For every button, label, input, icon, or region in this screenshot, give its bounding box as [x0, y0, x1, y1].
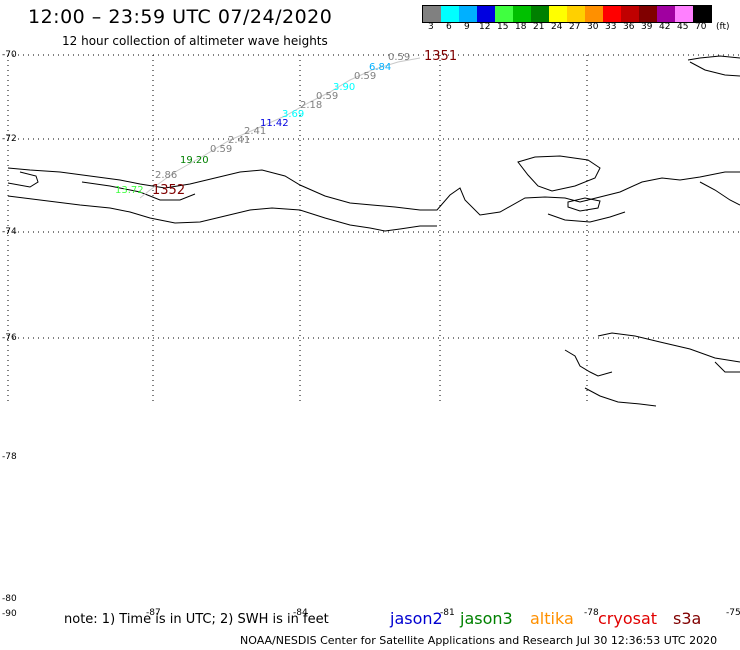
wave-height-value: 0.59 — [316, 91, 339, 102]
wave-height-value: 2.41 — [244, 126, 267, 137]
mission-s3a: s3a — [673, 609, 702, 628]
wave-height-value: 13.72 — [115, 185, 144, 196]
footer-note: note: 1) Time is in UTC; 2) SWH is in fe… — [64, 612, 329, 627]
legend-swatch — [441, 6, 459, 22]
legend-unit: (ft) — [716, 22, 730, 32]
legend-bin-label: 33 — [605, 22, 617, 32]
lon-label: -84 — [293, 608, 308, 618]
mission-jason3: jason3 — [460, 609, 513, 628]
legend-bin-label: 18 — [515, 22, 527, 32]
lon-label: -81 — [440, 608, 455, 618]
legend-bin-label: 6 — [446, 22, 452, 32]
graticule — [7, 54, 740, 405]
wave-height-value: 2.18 — [300, 100, 323, 111]
legend-swatch — [549, 6, 567, 22]
lon-label: -75 — [726, 608, 740, 618]
map-subtitle: 12 hour collection of altimeter wave hei… — [62, 34, 328, 48]
lon-label: -87 — [146, 608, 161, 618]
wave-height-value: 19.20 — [180, 155, 209, 166]
lat-label: -90 — [2, 609, 17, 619]
lat-label: -76 — [2, 333, 17, 343]
lat-label: -78 — [2, 452, 17, 462]
satellite-track — [139, 57, 421, 199]
legend-bin-label: 21 — [533, 22, 545, 32]
mission-jason2: jason2 — [390, 609, 443, 628]
legend-bin-label: 39 — [641, 22, 653, 32]
credit-line: NOAA/NESDIS Center for Satellite Applica… — [240, 634, 718, 647]
legend-bin-label: 36 — [623, 22, 635, 32]
lon-label: -78 — [584, 608, 599, 618]
legend-bin-label: 3 — [428, 22, 434, 32]
mission-altika: altika — [530, 609, 574, 628]
legend-bin-label: 30 — [587, 22, 599, 32]
legend-swatch — [675, 6, 693, 22]
map-title: 12:00 – 23:59 UTC 07/24/2020 — [28, 6, 333, 28]
time-label: 1351 — [424, 49, 458, 64]
legend-swatch — [603, 6, 621, 22]
mission-cryosat: cryosat — [598, 609, 658, 628]
wave-height-value: 3.90 — [333, 82, 356, 93]
wave-height-value: 6.84 — [369, 62, 392, 73]
wave-height-value: 2.86 — [155, 170, 178, 181]
legend-swatch — [567, 6, 585, 22]
legend-bin-label: 12 — [479, 22, 491, 32]
wave-height-value: 2.41 — [228, 135, 251, 146]
legend-bin-label: 27 — [569, 22, 581, 32]
legend-swatch — [639, 6, 657, 22]
wave-height-value: 11.42 — [260, 118, 289, 129]
legend-swatch — [513, 6, 531, 22]
wave-height-value: 0.59 — [210, 144, 233, 155]
lat-label: -74 — [2, 227, 17, 237]
legend-swatch — [495, 6, 513, 22]
legend-swatch — [477, 6, 495, 22]
legend-swatch — [423, 6, 441, 22]
legend-bin-label: 42 — [659, 22, 671, 32]
color-legend — [422, 5, 712, 23]
legend-swatch — [693, 6, 711, 22]
legend-bin-label: 70 — [695, 22, 707, 32]
wave-height-value: 3.69 — [282, 109, 305, 120]
time-label: 1352 — [152, 183, 186, 198]
legend-bin-label: 9 — [464, 22, 470, 32]
wave-height-value: 0.59 — [354, 71, 377, 82]
legend-swatch — [459, 6, 477, 22]
legend-bin-label: 45 — [677, 22, 689, 32]
legend-swatch — [531, 6, 549, 22]
legend-bin-label: 24 — [551, 22, 563, 32]
lat-label: -72 — [2, 134, 17, 144]
lat-label: -70 — [2, 50, 17, 60]
legend-swatch — [621, 6, 639, 22]
lat-label: -80 — [2, 594, 17, 604]
legend-swatch — [585, 6, 603, 22]
legend-swatch — [657, 6, 675, 22]
legend-bin-label: 15 — [497, 22, 509, 32]
coastline — [7, 55, 740, 407]
wave-height-value: 0.59 — [388, 52, 411, 63]
